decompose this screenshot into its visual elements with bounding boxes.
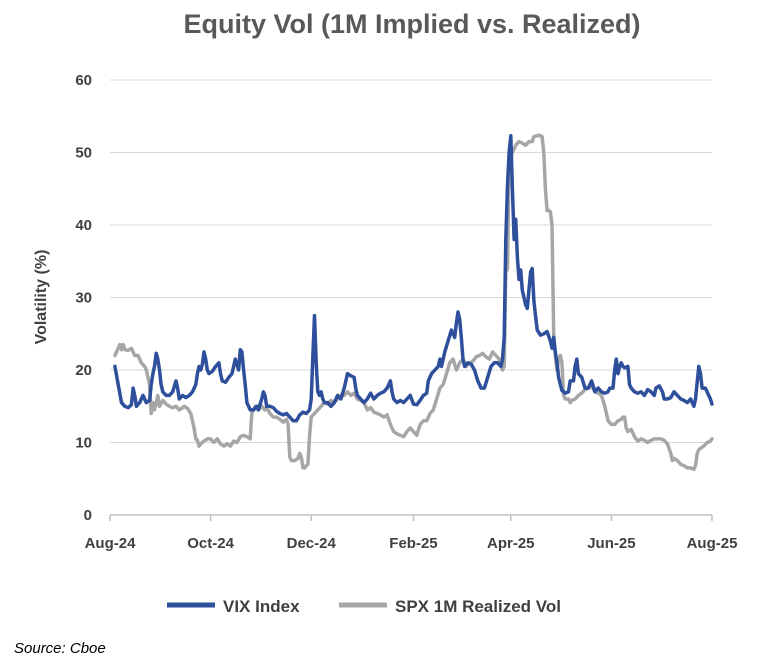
series-lines <box>113 133 714 472</box>
legend-label: VIX Index <box>223 597 300 616</box>
y-tick-label: 20 <box>75 362 92 379</box>
series-line-spx-realized <box>113 133 714 472</box>
legend-label: SPX 1M Realized Vol <box>395 597 561 616</box>
y-tick-label: 50 <box>75 145 92 162</box>
gridlines <box>110 79 712 516</box>
x-tick-label: Jun-25 <box>587 535 635 552</box>
x-tick-label: Dec-24 <box>287 535 337 552</box>
y-axis-label: Volatility (%) <box>33 250 50 345</box>
y-axis-ticks: 0 10 20 30 40 50 60 <box>75 72 92 524</box>
y-tick-label: 60 <box>75 72 92 89</box>
y-tick-label: 40 <box>75 217 92 234</box>
x-tick-label: Apr-25 <box>487 535 535 552</box>
y-tick-label: 0 <box>84 507 92 524</box>
series-line-vix <box>113 134 714 423</box>
y-tick-label: 30 <box>75 290 92 307</box>
source-note: Source: Cboe <box>14 640 106 657</box>
chart-title: Equity Vol (1M Implied vs. Realized) <box>183 9 640 39</box>
x-tick-label: Oct-24 <box>187 535 234 552</box>
y-tick-label: 10 <box>75 435 92 452</box>
x-tick-label: Aug-24 <box>85 535 136 552</box>
x-tick-label: Aug-25 <box>687 535 738 552</box>
x-tick-label: Feb-25 <box>389 535 437 552</box>
x-axis-ticks: Aug-24 Oct-24 Dec-24 Feb-25 Apr-25 Jun-25 Aug-… <box>85 515 738 552</box>
legend: VIX Index SPX 1M Realized Vol <box>167 597 561 616</box>
